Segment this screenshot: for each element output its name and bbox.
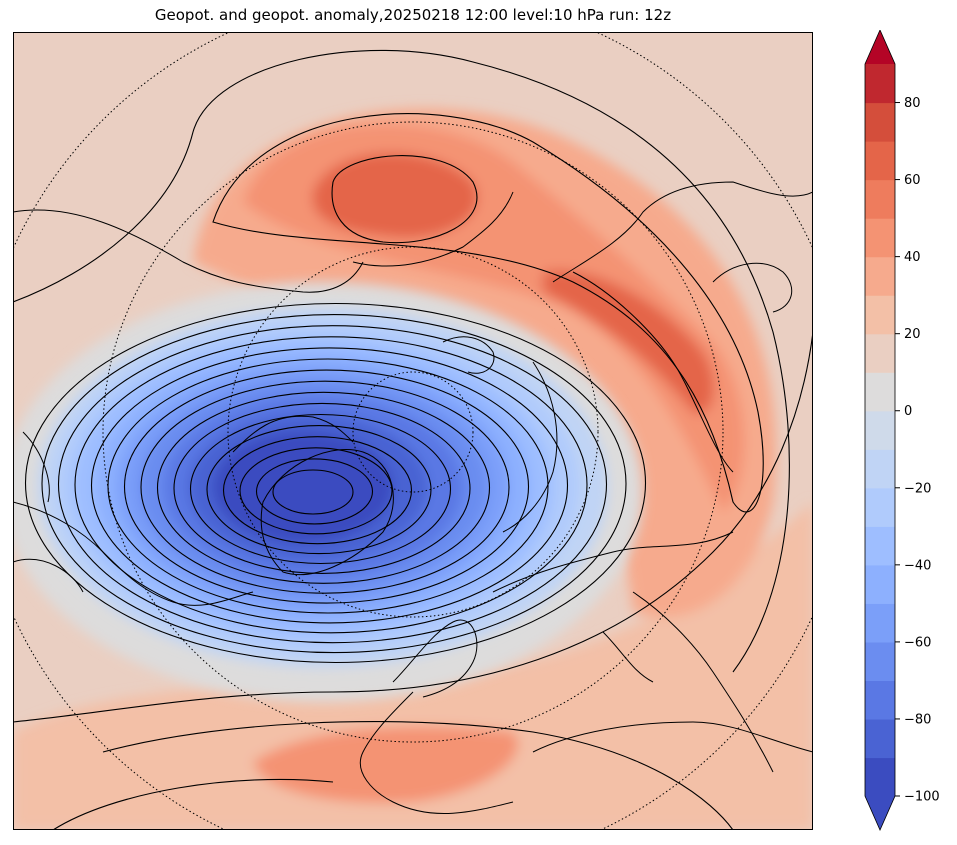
colorbar-tick-label: −40 — [904, 558, 931, 573]
contour-line — [222, 436, 413, 545]
colorbar-tick-label: 60 — [904, 173, 921, 188]
colorbar-ticks: 80 60 40 20 0 −20 −40 −60 −80 −100 — [895, 96, 940, 805]
outer-contours — [13, 49, 813, 830]
colorbar-bin — [865, 680, 895, 720]
colorbar-bin — [865, 295, 895, 335]
contour-line — [189, 413, 452, 565]
contour-line — [107, 358, 549, 614]
colorbar-bin — [865, 564, 895, 604]
colorbar-bin — [865, 641, 895, 682]
colorbar-bin — [865, 449, 895, 489]
anomaly-map — [13, 32, 813, 830]
colorbar-tick-label: 40 — [904, 250, 921, 265]
colorbar-tick-label: 20 — [904, 327, 921, 342]
colorbar-bin — [865, 603, 895, 643]
colorbar: 80 60 40 20 0 −20 −40 −60 −80 −100 — [864, 30, 940, 831]
colorbar-bin — [865, 718, 895, 759]
colorbar-bin — [865, 410, 895, 450]
map-title: Geopot. and geopot. anomaly,20250218 12:… — [154, 6, 672, 24]
contour-line — [239, 447, 393, 535]
colorbar-segments — [864, 30, 896, 831]
geopotential-contours — [24, 302, 647, 664]
negative-anomaly-vortex — [38, 307, 608, 667]
contour-line — [90, 347, 569, 624]
contour-line — [140, 380, 510, 594]
colorbar-bin — [865, 526, 895, 566]
colorbar-bin — [865, 333, 895, 373]
colorbar-bin — [865, 102, 895, 142]
colorbar-extend-min — [865, 796, 895, 830]
contour-line — [156, 391, 491, 584]
contour-line — [74, 336, 588, 634]
colorbar-tick-label: 80 — [904, 96, 921, 111]
contour-line — [206, 425, 432, 555]
colorbar-bin — [865, 757, 895, 797]
map-frame — [13, 32, 813, 830]
colorbar-bin — [865, 64, 895, 104]
colorbar-bin — [865, 218, 895, 258]
contour-line — [41, 314, 627, 654]
contour-line — [272, 469, 354, 515]
colorbar-bin — [865, 141, 895, 181]
latitude-circles — [13, 32, 813, 830]
colorbar-bin — [865, 179, 895, 219]
contour-line — [24, 302, 647, 664]
colorbar-tick-label: −80 — [904, 712, 931, 727]
contour-line — [255, 458, 374, 525]
contour-line — [123, 369, 530, 604]
colorbar-bin — [865, 256, 895, 296]
colorbar-tick-label: −100 — [904, 790, 940, 805]
colorbar-extend-max — [865, 30, 895, 64]
colorbar-bin — [865, 372, 895, 412]
colorbar-tick-label: −20 — [904, 481, 931, 496]
contour-line — [173, 402, 471, 574]
contour-line — [57, 325, 608, 644]
colorbar-bin — [865, 487, 895, 527]
colorbar-tick-label: −60 — [904, 635, 931, 650]
coastlines — [13, 181, 813, 815]
colorbar-tick-label: 0 — [904, 404, 912, 419]
